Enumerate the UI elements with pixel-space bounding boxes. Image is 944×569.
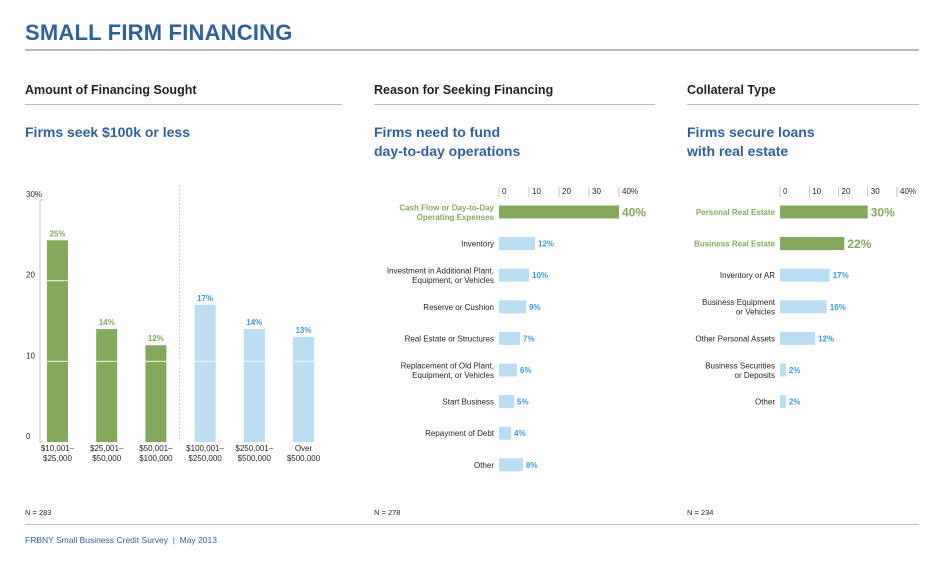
bar <box>499 363 517 377</box>
x-category-label: $100,001– $250,000 <box>186 444 224 463</box>
bar-value-label: 17% <box>833 271 849 280</box>
x-tick-label: 0 <box>783 187 788 196</box>
x-category-label: $25,001– $50,000 <box>90 444 124 463</box>
bar-value-label: 2% <box>789 366 801 375</box>
bar <box>499 426 511 440</box>
y-category-label: Business Securities or Deposits <box>705 361 775 380</box>
x-category-label: $50,001– $100,000 <box>139 444 173 463</box>
bar <box>780 205 868 219</box>
bar-value-label: 16% <box>830 303 846 312</box>
y-category-label: Real Estate or Structures <box>405 334 494 343</box>
x-tick-label: 30 <box>871 187 880 196</box>
y-category-label: Investment in Additional Plant, Equipment… <box>387 266 494 285</box>
bar-value-label: 10% <box>532 271 548 280</box>
bar <box>780 363 786 377</box>
bar-value-label: 14% <box>246 318 262 327</box>
headline-amount: Firms seek $100k or less <box>25 124 191 140</box>
bar-value-label: 13% <box>295 326 311 335</box>
bar <box>293 337 314 442</box>
headline-collateral: Firms secure loans with real estate <box>687 124 815 159</box>
y-category-label: Business Equipment or Vehicles <box>702 298 776 317</box>
x-tick-label: 0 <box>502 187 507 196</box>
footer-divider <box>25 524 919 525</box>
section-divider-collateral <box>687 104 919 105</box>
y-category-label: Personal Real Estate <box>696 208 776 217</box>
bar <box>780 237 845 251</box>
y-category-label: Start Business <box>442 398 494 407</box>
chart-reason-for-financing: 0 10 20 30 40% 40% Cash Flow or Day-to-Day Oper… <box>387 187 646 472</box>
chart-amount-of-financing: 0 10 20 30% 25% $10,001– $25,000 14% $25,001– $50… <box>26 186 325 463</box>
y-category-label: Other <box>755 398 775 407</box>
bar-value-label: 17% <box>197 294 213 303</box>
chart-collateral-type: 0 10 20 30 40% 30% Personal Real Estate 22% Busi… <box>694 187 916 409</box>
bar <box>780 395 786 409</box>
x-tick-label: 20 <box>562 187 571 196</box>
sample-size-amount: N = 283 <box>25 508 52 517</box>
y-category-label: Cash Flow or Day-to-Day Operating Expense… <box>399 203 494 222</box>
bar <box>96 329 118 442</box>
x-tick-label: 30 <box>592 187 601 196</box>
x-tick-label: 40% <box>900 187 916 196</box>
y-category-label: Reserve or Cushion <box>423 303 494 312</box>
bar <box>499 237 535 251</box>
x-category-label: $10,001– $25,000 <box>41 444 75 463</box>
bar <box>499 205 619 219</box>
bar-value-label: 4% <box>514 429 526 438</box>
bar <box>780 331 816 345</box>
section-divider-reason <box>374 104 655 105</box>
x-category-label: Over $500,000 <box>287 444 321 463</box>
y-tick-label: 20 <box>26 271 35 280</box>
y-tick-label: 30% <box>26 190 42 199</box>
x-tick-label: 10 <box>812 187 821 196</box>
bar-value-label: 12% <box>538 240 554 249</box>
x-tick-label: 40% <box>622 187 638 196</box>
bar-value-label: 22% <box>847 237 871 251</box>
section-title-collateral: Collateral Type <box>687 83 776 97</box>
section-divider-amount <box>25 104 342 105</box>
y-tick-label: 10 <box>26 351 35 360</box>
y-category-label: Other Personal Assets <box>695 334 775 343</box>
bar <box>499 300 526 314</box>
page-title: SMALL FIRM FINANCING <box>25 20 293 45</box>
x-tick-label: 20 <box>842 187 851 196</box>
bar <box>780 268 830 282</box>
y-category-label: Inventory or AR <box>720 271 775 280</box>
bar <box>499 268 529 282</box>
bar-value-label: 25% <box>49 229 65 238</box>
y-category-label: Replacement of Old Plant, Equipment, or V… <box>401 361 494 380</box>
sample-size-collateral: N = 234 <box>687 508 714 517</box>
bar-value-label: 40% <box>622 206 646 220</box>
bar <box>47 240 68 442</box>
bar-value-label: 6% <box>520 366 532 375</box>
x-category-label: $250,001– $500,000 <box>235 444 273 463</box>
bar-value-label: 9% <box>529 303 541 312</box>
y-category-label: Inventory <box>461 240 494 249</box>
sample-size-reason: N = 278 <box>374 508 401 517</box>
headline-reason: Firms need to fund day-to-day operations <box>374 124 521 159</box>
bar-value-label: 7% <box>523 334 535 343</box>
bar <box>145 345 167 442</box>
bar-value-label: 12% <box>148 334 164 343</box>
bar <box>243 329 265 442</box>
section-title-reason: Reason for Seeking Financing <box>374 83 554 97</box>
x-tick-label: 10 <box>532 187 541 196</box>
bar-value-label: 2% <box>789 398 801 407</box>
bar <box>499 458 523 472</box>
bar-value-label: 30% <box>871 206 895 220</box>
bar <box>499 395 514 409</box>
section-title-amount: Amount of Financing Sought <box>25 83 197 97</box>
bar <box>499 331 520 345</box>
y-category-label: Other <box>474 461 494 470</box>
footer-source: FRBNY Small Business Credit Survey | May… <box>25 535 217 545</box>
bar-value-label: 5% <box>517 398 529 407</box>
title-divider <box>25 49 919 51</box>
bar-value-label: 12% <box>818 334 834 343</box>
y-category-label: Repayment of Debt <box>425 429 495 438</box>
bar <box>194 304 216 442</box>
bar-value-label: 14% <box>99 318 115 327</box>
y-category-label: Business Real Estate <box>694 240 775 249</box>
bar-value-label: 8% <box>526 461 538 470</box>
bar <box>780 300 827 314</box>
y-tick-label: 0 <box>26 432 31 441</box>
